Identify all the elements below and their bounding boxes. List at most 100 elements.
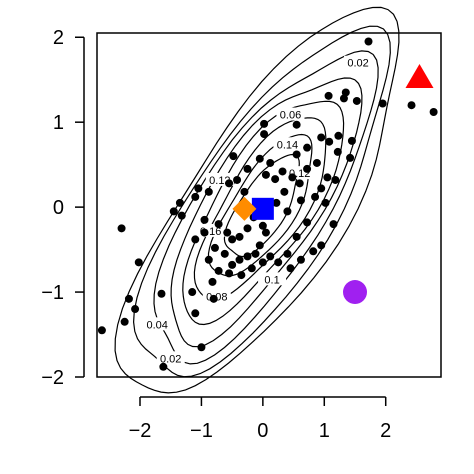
contour-label-background [258, 272, 287, 286]
contour-line [153, 50, 379, 365]
data-point [272, 198, 281, 207]
data-point [296, 196, 305, 205]
data-points [97, 37, 438, 371]
data-point [159, 362, 168, 371]
contour-label: 0.02 [160, 353, 181, 365]
contour-label: 0.06 [280, 110, 301, 122]
data-point [295, 179, 304, 188]
data-point [283, 249, 292, 258]
data-point [177, 211, 186, 220]
data-point [323, 173, 332, 182]
data-point [223, 228, 232, 237]
data-point [204, 255, 213, 264]
data-point [321, 198, 330, 207]
contour-label: 0.02 [347, 58, 368, 70]
data-point [188, 288, 197, 297]
contour-line [114, 6, 400, 394]
data-point [131, 305, 140, 314]
contour-line [132, 25, 391, 378]
data-point [228, 260, 237, 269]
data-point [243, 224, 252, 233]
data-point [204, 187, 213, 196]
data-point [280, 187, 289, 196]
data-point [225, 179, 234, 188]
contour-label: 0.14 [277, 139, 298, 151]
data-point [229, 152, 238, 161]
data-point [243, 252, 252, 261]
data-point [303, 164, 312, 173]
data-point [347, 136, 356, 145]
data-point [303, 218, 312, 227]
data-point [317, 184, 326, 193]
data-point [251, 249, 260, 258]
data-point [266, 252, 275, 261]
data-point [97, 326, 106, 335]
data-point [266, 158, 275, 167]
data-point [209, 294, 218, 303]
data-point [191, 192, 200, 201]
data-point [296, 255, 305, 264]
x-tick-label: 2 [380, 420, 391, 442]
contour-label-background [344, 55, 373, 69]
y-tick-label: −1 [41, 282, 64, 304]
data-point [286, 264, 295, 273]
data-point [191, 309, 200, 318]
data-point [333, 147, 342, 156]
data-point [303, 143, 312, 152]
data-point [334, 131, 343, 140]
data-point [208, 277, 217, 286]
y-tick-label: 2 [53, 27, 64, 49]
x-tick-label: −2 [129, 420, 152, 442]
data-point [407, 101, 416, 110]
contour-label: 0.04 [146, 319, 167, 331]
contour-label-background [276, 107, 305, 121]
data-point [134, 258, 143, 267]
contour-label-background [143, 317, 172, 331]
data-point [200, 215, 209, 224]
data-point [240, 187, 249, 196]
data-point [200, 228, 209, 237]
data-point [261, 228, 270, 237]
data-point [228, 235, 237, 244]
data-point [378, 99, 387, 108]
data-point [312, 158, 321, 167]
data-point [324, 91, 333, 100]
data-point [124, 294, 133, 303]
y-tick-label: −2 [41, 367, 64, 389]
contour-label-background [273, 137, 302, 151]
data-point [346, 153, 355, 162]
contour-label: 0.1 [264, 274, 279, 286]
data-point [197, 343, 206, 352]
data-point [317, 133, 326, 142]
data-point [429, 107, 438, 116]
data-point [214, 266, 223, 275]
data-point [292, 120, 301, 129]
data-point [169, 207, 178, 216]
data-point [309, 247, 318, 256]
contour-line [170, 77, 363, 348]
x-tick-label: 0 [257, 420, 268, 442]
plot-frame [96, 32, 442, 378]
data-point [292, 232, 301, 241]
data-point [278, 167, 287, 176]
data-point [331, 175, 340, 184]
data-point [194, 184, 203, 193]
data-point [261, 170, 270, 179]
data-point [258, 221, 267, 230]
data-point [292, 150, 301, 159]
contour-label-background [156, 351, 185, 365]
data-point [352, 96, 361, 105]
data-point [255, 241, 264, 250]
data-point [317, 241, 326, 250]
diamond-marker [232, 196, 257, 221]
circle-marker [343, 280, 367, 305]
contour-line [223, 153, 300, 258]
contour-line [182, 100, 345, 326]
y-tick-label: 1 [53, 112, 64, 134]
data-point [339, 94, 348, 103]
data-point [255, 154, 264, 163]
x-tick-label: −1 [190, 420, 213, 442]
square-marker [251, 197, 274, 220]
data-point [364, 37, 373, 46]
